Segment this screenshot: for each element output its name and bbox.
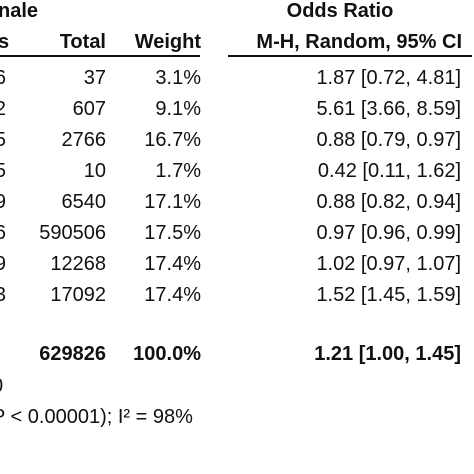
total-cell: 607 bbox=[72, 98, 106, 120]
heterogeneity-footnote: P < 0.00001); I² = 98% bbox=[0, 406, 193, 428]
odds-ratio-cell: 0.97 [0.96, 0.99] bbox=[316, 222, 461, 244]
odds-ratio-cell: 1.52 [1.45, 1.59] bbox=[316, 284, 461, 306]
total-events-footnote: 0 bbox=[0, 374, 3, 398]
events-cell: 6 bbox=[0, 67, 6, 89]
events-cell: 5 bbox=[0, 129, 6, 151]
weight-cell: 1.7% bbox=[155, 160, 201, 182]
pooled-total-cell: 629826 bbox=[39, 343, 106, 365]
odds-ratio-cell: 1.02 [0.97, 1.07] bbox=[316, 253, 461, 275]
method-column-header: M-H, Random, 95% CI bbox=[256, 31, 462, 53]
female-header-underline bbox=[0, 55, 200, 57]
events-cell: 9 bbox=[0, 191, 6, 213]
events-cell: 3 bbox=[0, 284, 6, 306]
total-cell: 2766 bbox=[61, 129, 107, 151]
events-cell: 9 bbox=[0, 253, 6, 275]
weight-cell: 17.4% bbox=[144, 253, 201, 275]
pooled-odds-ratio-cell: 1.21 [1.00, 1.45] bbox=[314, 343, 461, 365]
weight-cell: 3.1% bbox=[155, 67, 201, 89]
odds-ratio-cell: 0.42 [0.11, 1.62] bbox=[317, 160, 461, 182]
events-column-header: s bbox=[0, 31, 10, 53]
odds-ratio-header-underline bbox=[228, 55, 472, 57]
weight-cell: 9.1% bbox=[155, 98, 201, 120]
weight-column-header: Weight bbox=[134, 31, 201, 53]
total-cell: 10 bbox=[83, 160, 106, 182]
total-cell: 17092 bbox=[50, 284, 106, 306]
female-group-header: nale bbox=[0, 0, 39, 22]
weight-cell: 17.5% bbox=[144, 222, 201, 244]
odds-ratio-cell: 5.61 [3.66, 8.59] bbox=[316, 98, 461, 120]
weight-cell: 17.4% bbox=[144, 284, 201, 306]
odds-ratio-cell: 1.87 [0.72, 4.81] bbox=[316, 67, 461, 89]
total-cell: 37 bbox=[83, 67, 106, 89]
total-column-header: Total bbox=[59, 31, 106, 53]
events-cell: 2 bbox=[0, 98, 6, 120]
weight-cell: 17.1% bbox=[144, 191, 201, 213]
events-cell: 6 bbox=[0, 222, 6, 244]
total-cell: 6540 bbox=[61, 191, 107, 213]
pooled-weight-cell: 100.0% bbox=[133, 343, 201, 365]
odds-ratio-cell: 0.88 [0.79, 0.97] bbox=[316, 129, 461, 151]
odds-ratio-header: Odds Ratio bbox=[286, 0, 394, 22]
total-cell: 12268 bbox=[50, 253, 106, 275]
odds-ratio-cell: 0.88 [0.82, 0.94] bbox=[316, 191, 461, 213]
events-cell: 5 bbox=[0, 160, 6, 182]
total-cell: 590506 bbox=[39, 222, 106, 244]
weight-cell: 16.7% bbox=[144, 129, 201, 151]
